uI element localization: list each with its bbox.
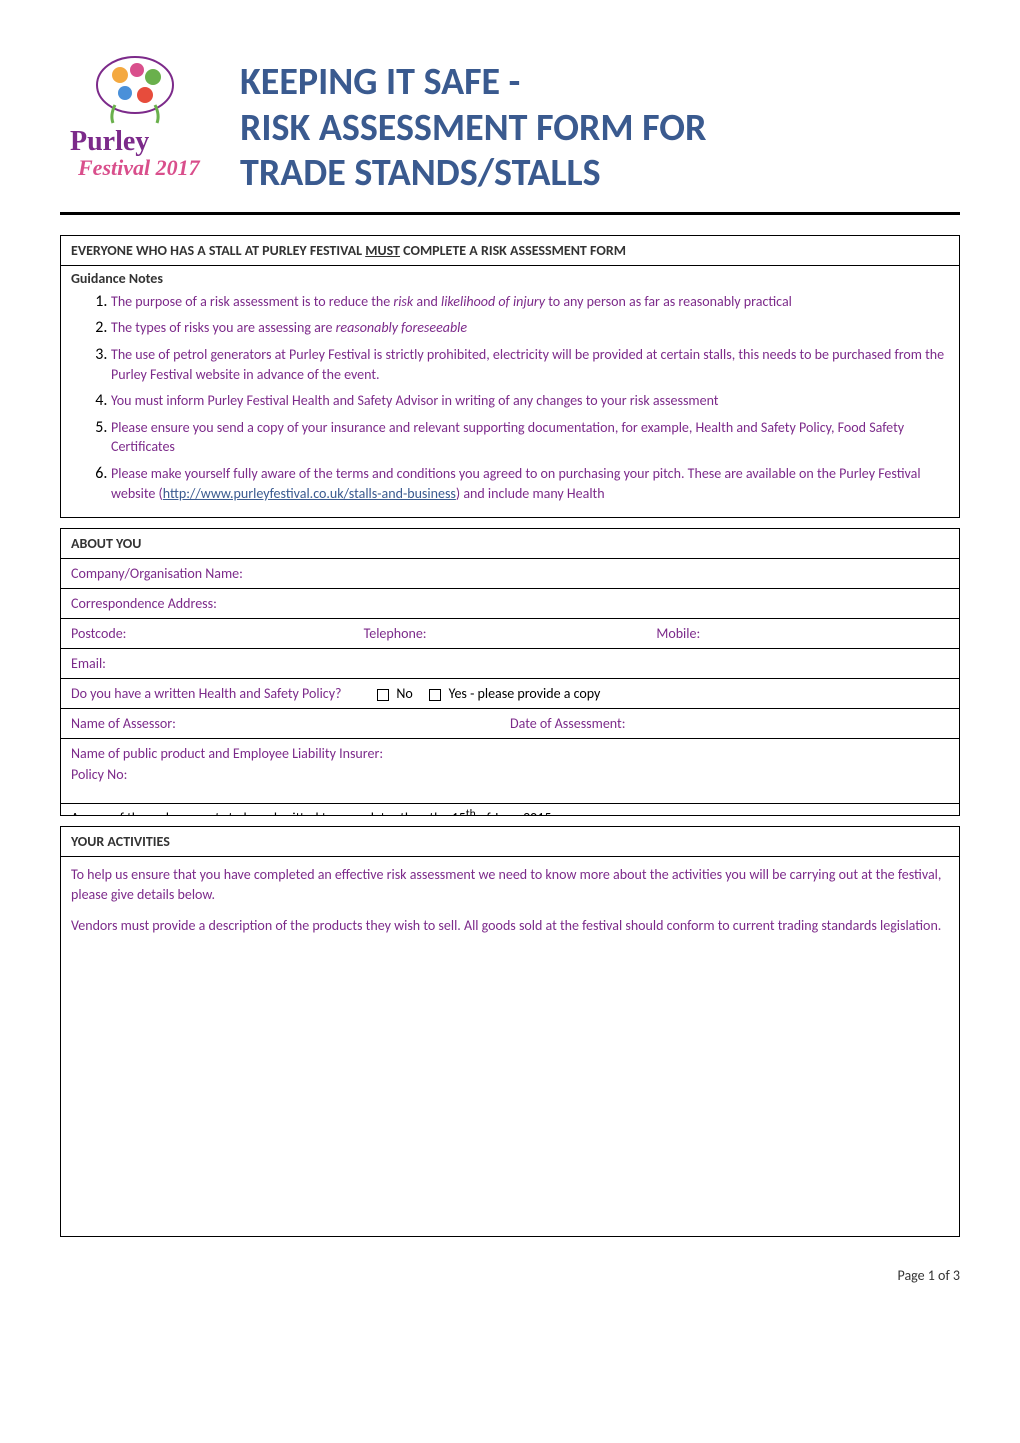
page-footer: Page 1 of 3 [60, 1267, 960, 1284]
hs-policy-label: Do you have a written Health and Safety … [71, 685, 342, 702]
yes-label: Yes - please provide a copy [449, 685, 601, 702]
about-you-box: ABOUT YOU Company/Organisation Name: Cor… [60, 528, 960, 816]
insurer-row: Name of public product and Employee Liab… [61, 739, 959, 803]
address-row: Correspondence Address: [61, 589, 959, 619]
activities-body: To help us ensure that you have complete… [61, 857, 959, 1236]
no-checkbox[interactable] [377, 689, 389, 701]
no-label: No [396, 685, 412, 702]
logo-text-purley: Purley [70, 126, 149, 157]
guidance-list: The purpose of a risk assessment is to r… [61, 287, 959, 517]
yes-checkbox[interactable] [429, 689, 441, 701]
guidance-notes-title: Guidance Notes [61, 266, 959, 287]
festival-logo: Purley Festival 2017 [60, 50, 210, 185]
assessor-label: Name of Assessor: [71, 715, 510, 732]
title-line-2: RISK ASSESSMENT FORM FOR [240, 106, 706, 152]
activities-p1: To help us ensure that you have complete… [71, 865, 949, 904]
page-header: Purley Festival 2017 KEEPING IT SAFE - R… [60, 50, 960, 197]
title-line-1: KEEPING IT SAFE - [240, 60, 706, 106]
page-title: KEEPING IT SAFE - RISK ASSESSMENT FORM F… [240, 50, 706, 197]
policy-no-label: Policy No: [71, 766, 949, 783]
date-label: Date of Assessment: [510, 715, 949, 732]
terms-link[interactable]: http://www.purleyfestival.co.uk/stalls-a… [163, 485, 456, 502]
guidance-box: EVERYONE WHO HAS A STALL AT PURLEY FESTI… [60, 235, 960, 518]
guidance-item: The types of risks you are assessing are… [111, 317, 949, 338]
company-row: Company/Organisation Name: [61, 559, 959, 589]
header-divider [60, 212, 960, 215]
activities-box: YOUR ACTIVITIES To help us ensure that y… [60, 826, 960, 1237]
telephone-label: Telephone: [364, 625, 657, 642]
email-row: Email: [61, 649, 959, 679]
everyone-header: EVERYONE WHO HAS A STALL AT PURLEY FESTI… [61, 236, 959, 266]
hs-policy-row: Do you have a written Health and Safety … [61, 679, 959, 709]
postcode-label: Postcode: [71, 625, 364, 642]
activities-header: YOUR ACTIVITIES [61, 827, 959, 857]
mobile-label: Mobile: [656, 625, 949, 642]
submit-note: A copy of these documents to be submitte… [61, 803, 959, 815]
guidance-item: You must inform Purley Festival Health a… [111, 390, 949, 411]
logo-text-festival: Festival 2017 [77, 155, 201, 180]
about-you-header: ABOUT YOU [61, 529, 959, 559]
guidance-item: Please make yourself fully aware of the … [111, 463, 949, 503]
guidance-item: The purpose of a risk assessment is to r… [111, 291, 949, 312]
assessor-row: Name of Assessor: Date of Assessment: [61, 709, 959, 739]
guidance-item: The use of petrol generators at Purley F… [111, 344, 949, 384]
title-line-3: TRADE STANDS/STALLS [240, 151, 706, 197]
guidance-item: Please ensure you send a copy of your in… [111, 417, 949, 457]
contact-row: Postcode: Telephone: Mobile: [61, 619, 959, 649]
insurer-label: Name of public product and Employee Liab… [71, 745, 949, 762]
activities-p2: Vendors must provide a description of th… [71, 916, 949, 936]
